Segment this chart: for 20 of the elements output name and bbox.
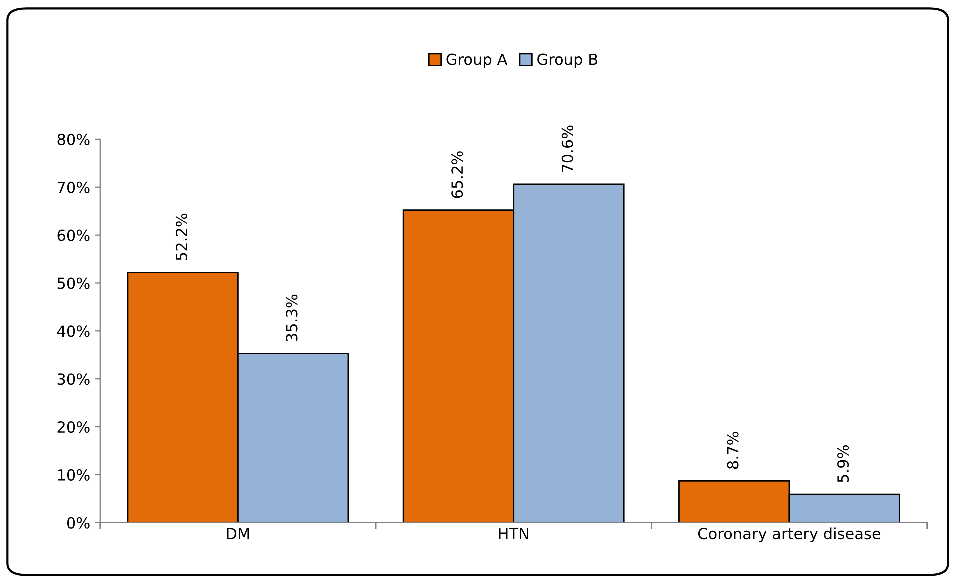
x-tick-label: DM: [227, 528, 250, 540]
y-tick-label: 50%: [58, 278, 90, 290]
data-label: 65.2%: [452, 152, 464, 198]
y-tick-label: 40%: [57, 326, 90, 338]
data-label: 52.2%: [176, 214, 188, 260]
y-tick-label: 30%: [58, 374, 90, 386]
y-tick-label: 10%: [58, 469, 90, 481]
data-label: 35.3%: [286, 294, 298, 342]
y-tick-label: 0%: [67, 517, 90, 529]
data-label: 70.6%: [562, 126, 574, 172]
y-tick-label: 60%: [58, 230, 90, 242]
y-tick-label: 80%: [58, 134, 90, 146]
y-tick-label: 20%: [58, 422, 90, 434]
legend-label: Group B: [538, 54, 598, 68]
data-label: 8.7%: [727, 432, 739, 470]
data-label: 5.9%: [838, 446, 850, 482]
y-tick-label: 70%: [58, 182, 90, 194]
x-tick-label: Coronary artery disease: [698, 528, 881, 543]
x-tick-label: HTN: [499, 528, 528, 540]
legend-label: Group A: [446, 54, 508, 68]
